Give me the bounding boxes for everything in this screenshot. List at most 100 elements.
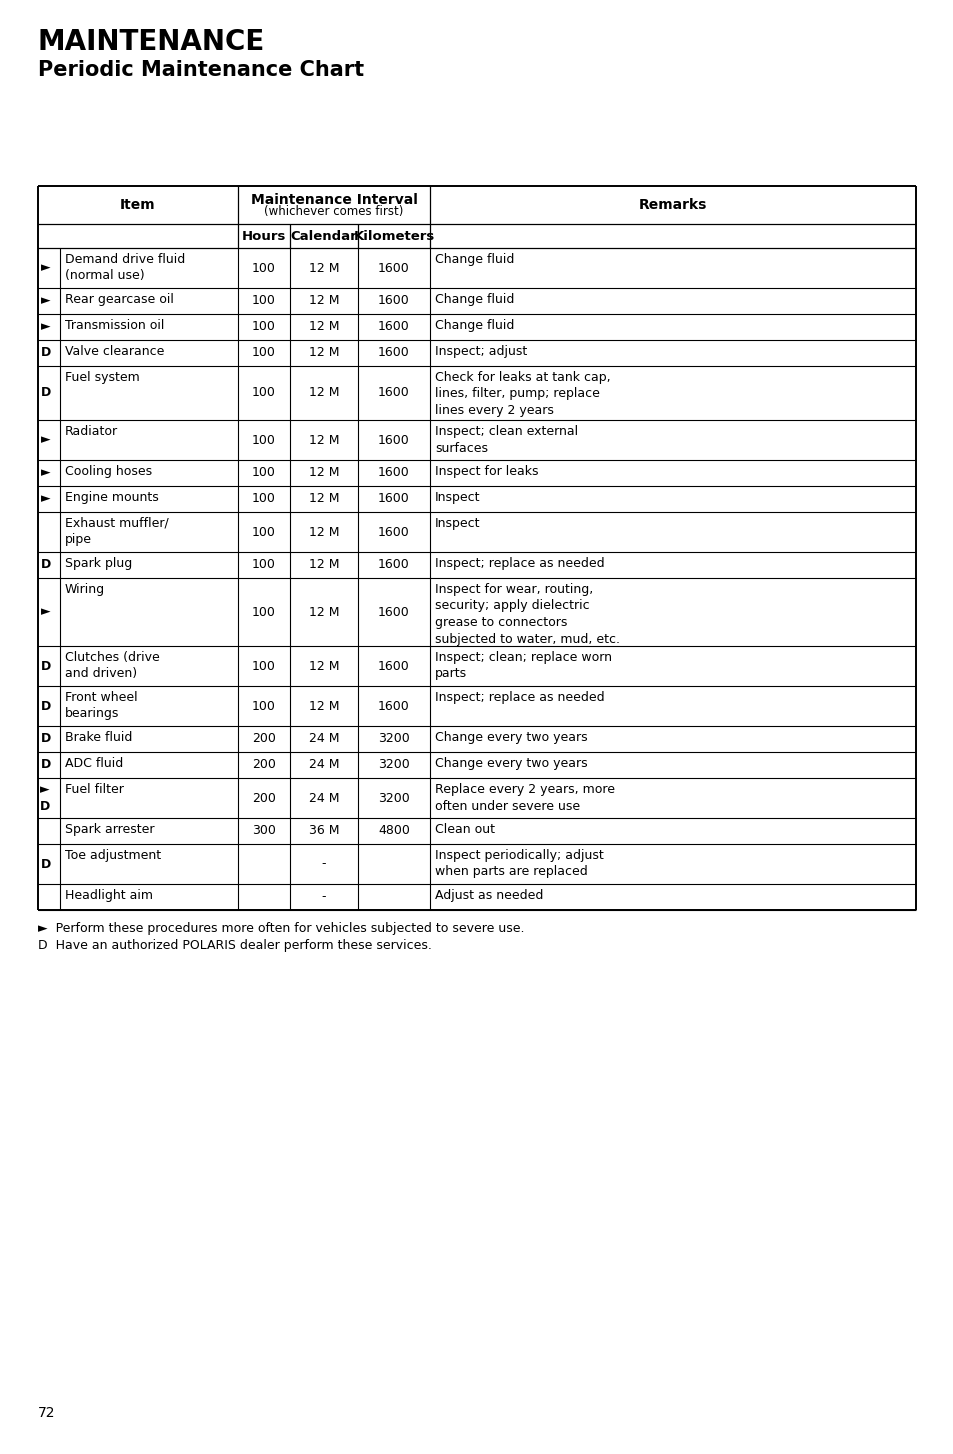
Text: Remarks: Remarks <box>639 198 706 212</box>
Text: Engine mounts: Engine mounts <box>65 491 158 505</box>
Text: 3200: 3200 <box>377 733 410 746</box>
Text: ►: ► <box>41 262 51 275</box>
Text: 100: 100 <box>252 493 275 506</box>
Text: 100: 100 <box>252 346 275 359</box>
Text: D  Have an authorized POLARIS dealer perform these services.: D Have an authorized POLARIS dealer perf… <box>38 939 432 952</box>
Text: Change every two years: Change every two years <box>435 731 587 744</box>
Text: Spark plug: Spark plug <box>65 557 132 570</box>
Text: 12 M: 12 M <box>309 605 339 618</box>
Text: 100: 100 <box>252 467 275 480</box>
Text: 100: 100 <box>252 525 275 538</box>
Text: 36 M: 36 M <box>309 824 339 838</box>
Text: -: - <box>321 858 326 871</box>
Text: Change fluid: Change fluid <box>435 253 514 266</box>
Text: 12 M: 12 M <box>309 558 339 571</box>
Text: Exhaust muffler/
pipe: Exhaust muffler/ pipe <box>65 518 169 547</box>
Text: Inspect; adjust: Inspect; adjust <box>435 345 527 358</box>
Text: ►: ► <box>41 467 51 480</box>
Text: Change fluid: Change fluid <box>435 294 514 305</box>
Text: Toe adjustment: Toe adjustment <box>65 849 161 862</box>
Text: 12 M: 12 M <box>309 433 339 446</box>
Text: ►  Perform these procedures more often for vehicles subjected to severe use.: ► Perform these procedures more often fo… <box>38 922 524 935</box>
Text: 300: 300 <box>252 824 275 838</box>
Text: 100: 100 <box>252 605 275 618</box>
Text: D: D <box>41 759 51 772</box>
Text: 12 M: 12 M <box>309 320 339 333</box>
Text: 12 M: 12 M <box>309 295 339 307</box>
Text: 4800: 4800 <box>377 824 410 838</box>
Text: Clean out: Clean out <box>435 823 495 836</box>
Text: D: D <box>41 346 51 359</box>
Text: 1600: 1600 <box>377 433 410 446</box>
Text: 12 M: 12 M <box>309 525 339 538</box>
Text: Inspect; replace as needed: Inspect; replace as needed <box>435 691 604 704</box>
Text: Radiator: Radiator <box>65 425 118 438</box>
Text: Cooling hoses: Cooling hoses <box>65 465 152 478</box>
Text: Inspect for wear, routing,
security; apply dielectric
grease to connectors
subje: Inspect for wear, routing, security; app… <box>435 583 619 646</box>
Text: 1600: 1600 <box>377 295 410 307</box>
Text: 12 M: 12 M <box>309 387 339 400</box>
Text: Replace every 2 years, more
often under severe use: Replace every 2 years, more often under … <box>435 784 615 813</box>
Text: ►: ► <box>41 605 51 618</box>
Text: 24 M: 24 M <box>309 759 339 772</box>
Text: Check for leaks at tank cap,
lines, filter, pump; replace
lines every 2 years: Check for leaks at tank cap, lines, filt… <box>435 371 610 417</box>
Text: Valve clearance: Valve clearance <box>65 345 164 358</box>
Text: 72: 72 <box>38 1406 55 1421</box>
Text: Adjust as needed: Adjust as needed <box>435 888 543 901</box>
Text: Inspect; replace as needed: Inspect; replace as needed <box>435 557 604 570</box>
Text: Inspect; clean external
surfaces: Inspect; clean external surfaces <box>435 425 578 455</box>
Text: 1600: 1600 <box>377 660 410 673</box>
Text: D: D <box>41 733 51 746</box>
Text: 100: 100 <box>252 295 275 307</box>
Text: 200: 200 <box>252 791 275 804</box>
Text: Brake fluid: Brake fluid <box>65 731 132 744</box>
Text: 12 M: 12 M <box>309 493 339 506</box>
Text: 24 M: 24 M <box>309 733 339 746</box>
Text: 24 M: 24 M <box>309 791 339 804</box>
Text: 1600: 1600 <box>377 320 410 333</box>
Text: 12 M: 12 M <box>309 660 339 673</box>
Text: 200: 200 <box>252 759 275 772</box>
Text: 1600: 1600 <box>377 605 410 618</box>
Text: 12 M: 12 M <box>309 699 339 712</box>
Text: 1600: 1600 <box>377 467 410 480</box>
Text: D: D <box>41 699 51 712</box>
Text: Fuel filter: Fuel filter <box>65 784 124 795</box>
Text: 100: 100 <box>252 262 275 275</box>
Text: 1600: 1600 <box>377 525 410 538</box>
Text: 1600: 1600 <box>377 558 410 571</box>
Text: ►: ► <box>41 320 51 333</box>
Text: Inspect periodically; adjust
when parts are replaced: Inspect periodically; adjust when parts … <box>435 849 603 878</box>
Text: Headlight aim: Headlight aim <box>65 888 152 901</box>
Text: Wiring: Wiring <box>65 583 105 596</box>
Text: 1600: 1600 <box>377 699 410 712</box>
Text: 12 M: 12 M <box>309 467 339 480</box>
Text: 100: 100 <box>252 699 275 712</box>
Text: Rear gearcase oil: Rear gearcase oil <box>65 294 173 305</box>
Text: 1600: 1600 <box>377 493 410 506</box>
Text: D: D <box>41 387 51 400</box>
Text: ►: ► <box>41 493 51 506</box>
Text: Clutches (drive
and driven): Clutches (drive and driven) <box>65 651 159 680</box>
Text: Maintenance Interval: Maintenance Interval <box>251 193 417 206</box>
Text: D: D <box>41 660 51 673</box>
Text: 3200: 3200 <box>377 791 410 804</box>
Text: Periodic Maintenance Chart: Periodic Maintenance Chart <box>38 60 364 80</box>
Text: 12 M: 12 M <box>309 346 339 359</box>
Text: 100: 100 <box>252 320 275 333</box>
Text: Change every two years: Change every two years <box>435 758 587 771</box>
Text: 100: 100 <box>252 660 275 673</box>
Text: 12 M: 12 M <box>309 262 339 275</box>
Text: Inspect: Inspect <box>435 518 480 531</box>
Text: -: - <box>321 890 326 903</box>
Text: D: D <box>41 858 51 871</box>
Text: 100: 100 <box>252 558 275 571</box>
Text: MAINTENANCE: MAINTENANCE <box>38 28 265 57</box>
Text: Change fluid: Change fluid <box>435 318 514 332</box>
Text: Item: Item <box>120 198 155 212</box>
Text: ►: ► <box>41 295 51 307</box>
Text: 1600: 1600 <box>377 387 410 400</box>
Text: Calendar: Calendar <box>291 230 357 243</box>
Text: 100: 100 <box>252 387 275 400</box>
Text: Hours: Hours <box>241 230 286 243</box>
